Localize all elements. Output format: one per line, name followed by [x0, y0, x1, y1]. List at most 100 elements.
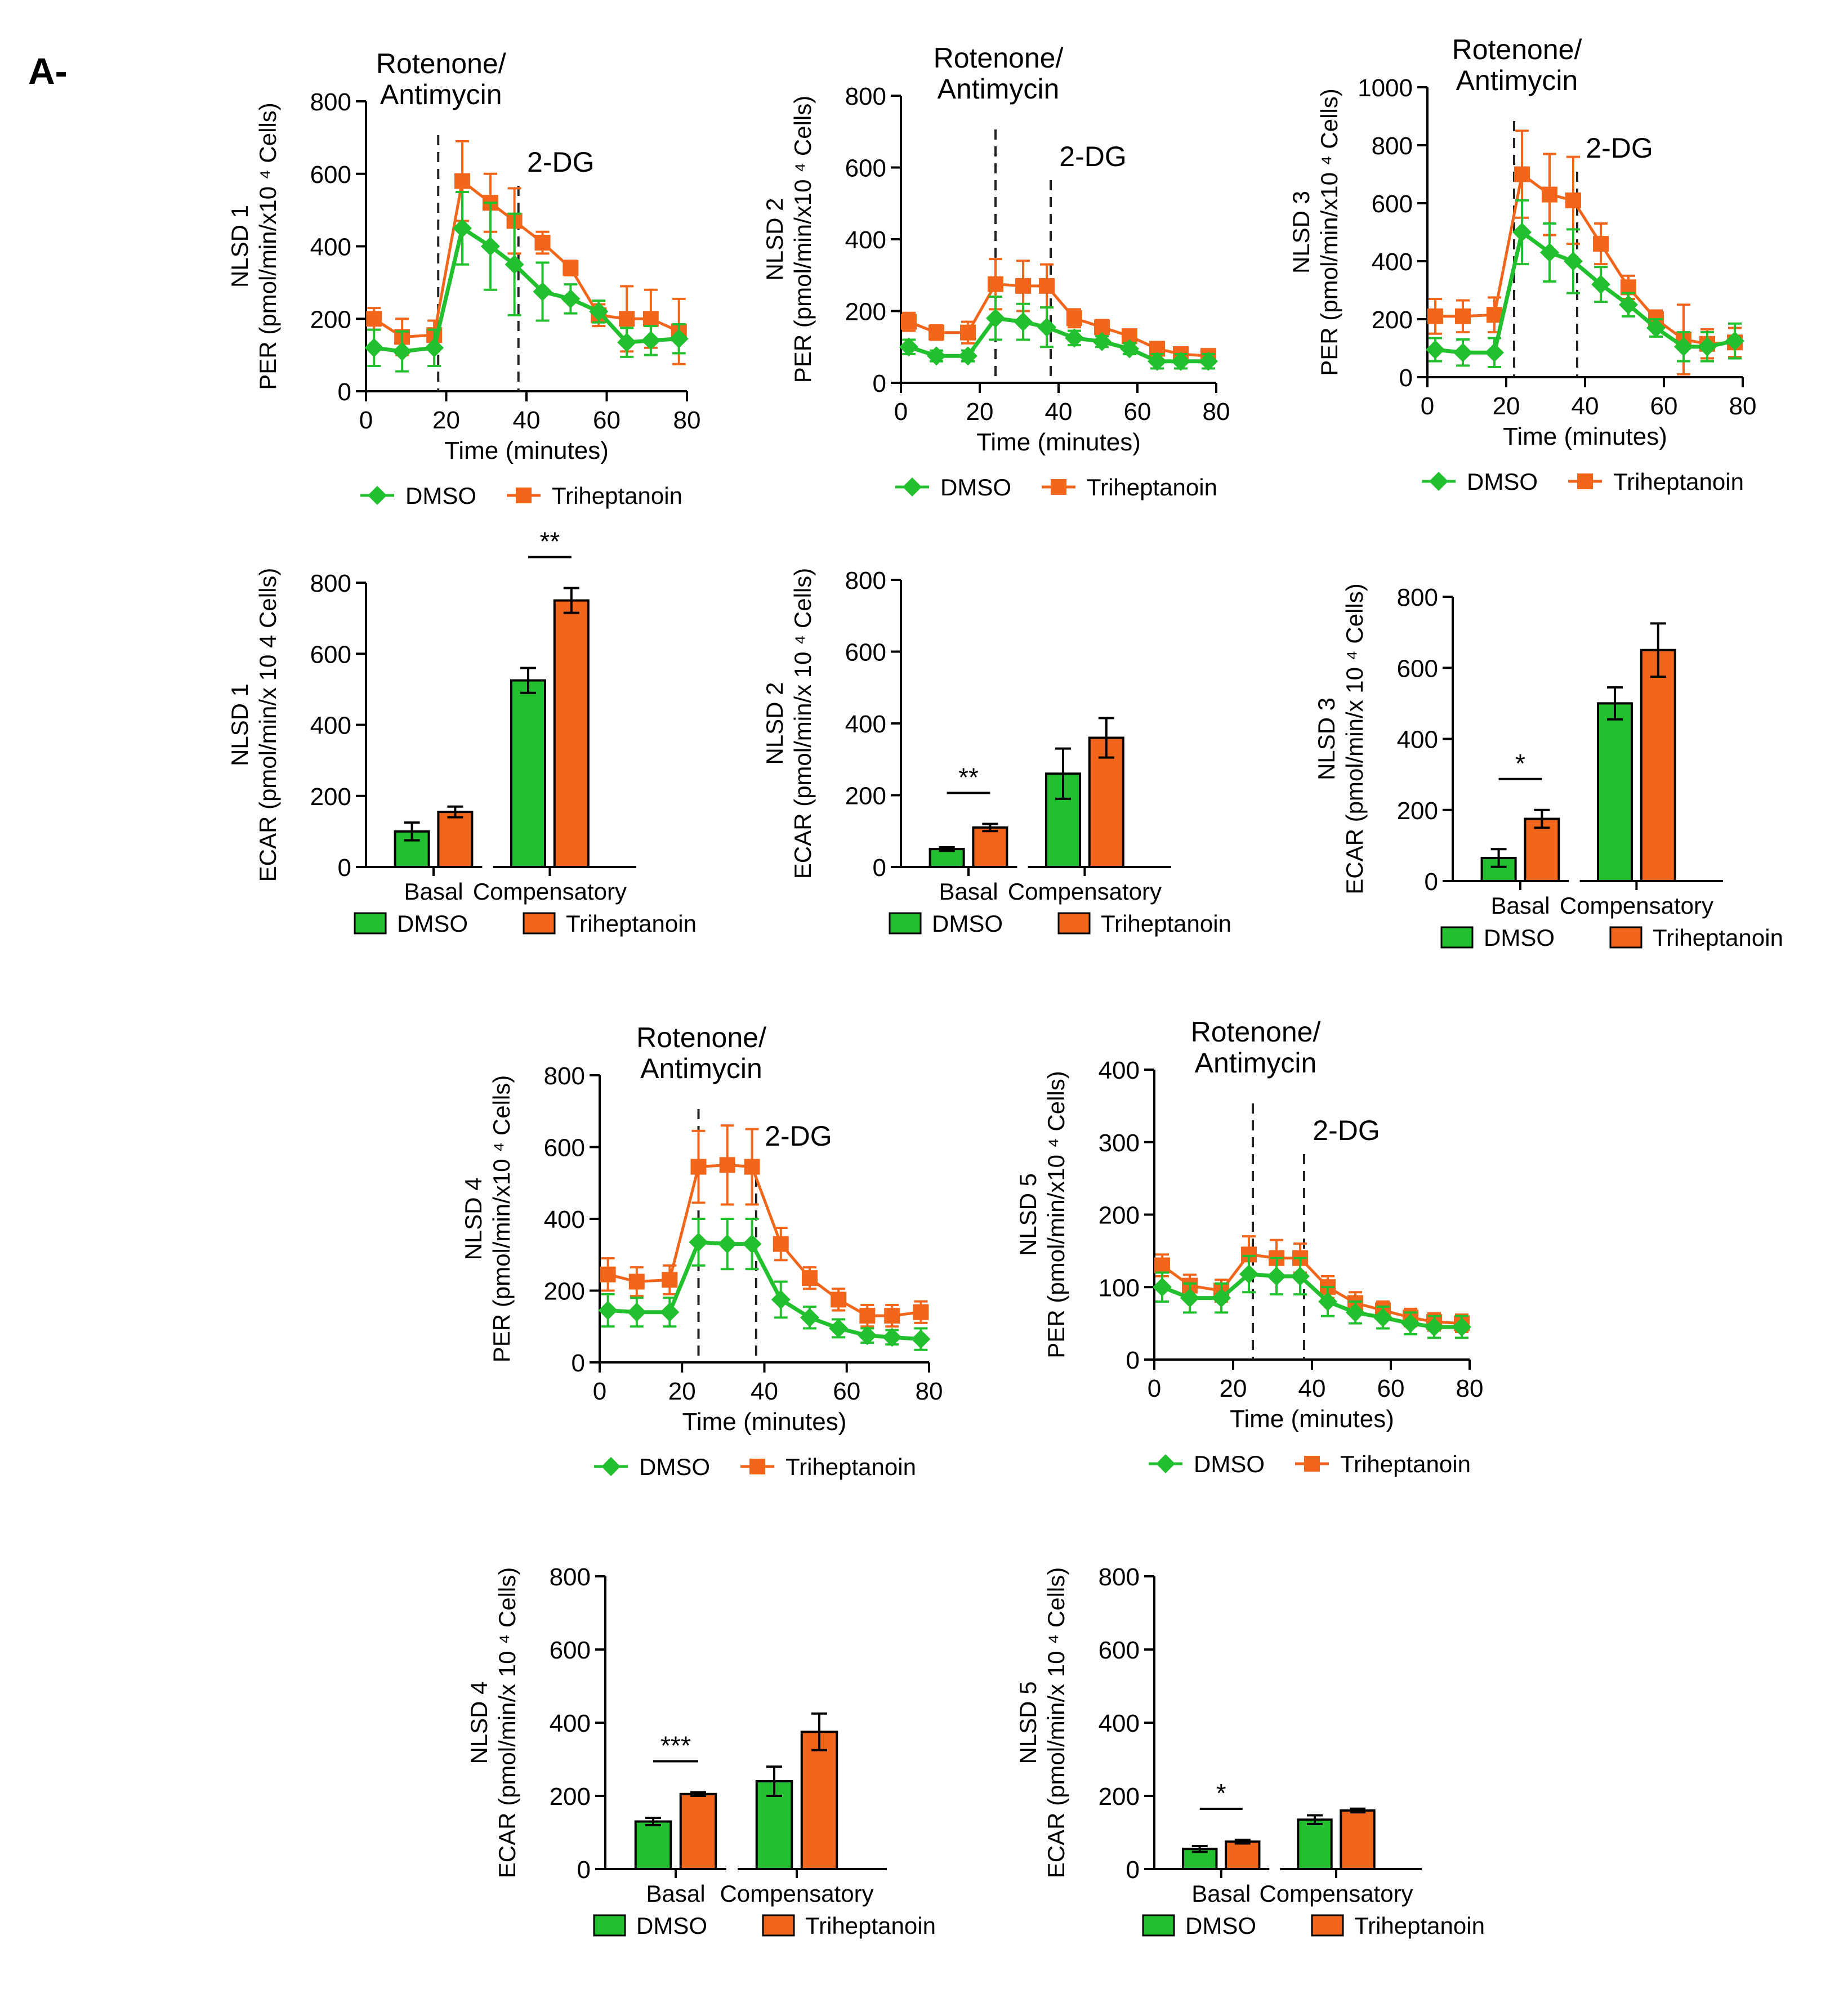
legend-swatch-dmso: [1440, 926, 1474, 949]
y-tick-label: 800: [1372, 132, 1413, 160]
data-point: [1239, 1264, 1258, 1284]
data-point: [958, 346, 977, 366]
data-point: [801, 1270, 818, 1286]
bar-triheptanoin: [437, 811, 474, 868]
y-tick-label: 800: [1099, 1563, 1140, 1591]
data-point: [901, 314, 917, 330]
y-tick-label: 400: [1372, 248, 1413, 276]
y-tick-label: 400: [1099, 1057, 1140, 1084]
data-point: [392, 342, 412, 361]
x-tick-label: 80: [916, 1378, 943, 1405]
category-label: Basal: [1490, 892, 1550, 919]
y-tick-label: 400: [310, 234, 351, 261]
bar-triheptanoin: [972, 826, 1008, 868]
legend-swatch-dmso: [889, 912, 922, 935]
data-point: [1037, 318, 1056, 337]
y-tick-label: 0: [577, 1856, 591, 1884]
legend-label-triheptanoin: Triheptanoin: [1653, 924, 1783, 951]
x-tick-label: 20: [1220, 1375, 1247, 1402]
chart-ecar-nlsd3: 0 200 400 600 800 NLSD 3 ECAR (pmol/min/x 10 ⁴…: [1313, 583, 1783, 951]
data-point: [1148, 351, 1167, 371]
data-point: [1180, 1288, 1199, 1308]
x-tick-label: 80: [1729, 392, 1757, 420]
data-point: [1318, 1292, 1337, 1311]
x-axis-label: Time (minutes): [682, 1408, 847, 1436]
legend-label-dmso: DMSO: [932, 910, 1003, 937]
data-point: [913, 1304, 929, 1320]
injection-label-antimycin: Antimycin: [938, 73, 1060, 105]
y-axis-label: ECAR (pmol/min/x 10 ⁴ Cells): [1043, 1567, 1069, 1879]
data-point: [1452, 1317, 1471, 1337]
legend-label-triheptanoin: Triheptanoin: [1340, 1451, 1471, 1477]
category-label: Compensatory: [1560, 892, 1713, 919]
data-point: [1015, 278, 1031, 294]
series-triheptanoin: [901, 258, 1216, 364]
data-point: [1565, 192, 1581, 208]
y-tick-label: 200: [310, 783, 351, 811]
series-line: [608, 1163, 921, 1317]
x-tick-label: 60: [593, 406, 621, 434]
legend-label-dmso: DMSO: [1484, 924, 1555, 951]
legend-label-triheptanoin: Triheptanoin: [1087, 474, 1217, 500]
data-point: [1291, 1266, 1310, 1286]
x-tick-label: 40: [751, 1378, 778, 1405]
data-point: [1542, 186, 1557, 203]
data-point: [986, 309, 1005, 328]
x-axis-label: Time (minutes): [444, 437, 609, 464]
legend: DMSO Triheptanoin: [1422, 468, 1744, 495]
data-point: [660, 1302, 680, 1322]
legend-label-triheptanoin: Triheptanoin: [1101, 910, 1231, 937]
data-point: [627, 1302, 646, 1322]
legend-marker-dmso: [601, 1457, 621, 1476]
data-point: [669, 329, 689, 348]
x-tick-label: 80: [673, 406, 701, 434]
y-tick-label: 200: [845, 783, 886, 810]
significance-label: **: [539, 526, 560, 556]
injection-label-antimycin: Antimycin: [1456, 65, 1578, 96]
y-tick-label: 0: [873, 370, 886, 397]
data-point: [742, 1234, 762, 1254]
series-dmso: [598, 1218, 931, 1351]
x-tick-label: 80: [1203, 398, 1230, 426]
data-point: [1540, 243, 1559, 262]
y-tick-label: 600: [845, 639, 886, 667]
legend-marker-dmso: [368, 486, 387, 505]
data-point: [366, 311, 382, 327]
data-point: [988, 276, 1003, 292]
data-point: [911, 1329, 931, 1349]
data-point: [773, 1236, 789, 1252]
data-point: [598, 1300, 618, 1320]
y-tick-label: 1000: [1358, 74, 1413, 102]
legend-label-triheptanoin: Triheptanoin: [1613, 468, 1744, 495]
y-tick-label: 400: [550, 1710, 591, 1737]
legend-marker-dmso: [1156, 1454, 1175, 1473]
x-tick-label: 40: [1298, 1375, 1326, 1402]
data-point: [589, 302, 609, 321]
y-tick-label: 100: [1099, 1274, 1140, 1302]
legend: DMSO Triheptanoin: [1440, 924, 1783, 951]
data-point: [1619, 295, 1638, 315]
injection-label-antimycin: Antimycin: [380, 79, 502, 110]
data-point: [1487, 307, 1502, 323]
legend-marker-dmso: [903, 477, 922, 497]
y-tick-label: 600: [1372, 190, 1413, 218]
legend-label-triheptanoin: Triheptanoin: [805, 1912, 936, 1939]
injection-label-antimycin: Antimycin: [1195, 1047, 1317, 1079]
x-tick-label: 60: [1124, 398, 1151, 426]
x-axis-label: Time (minutes): [1503, 423, 1667, 450]
y-tick-label: 600: [845, 155, 886, 182]
category-label: Compensatory: [1008, 878, 1162, 905]
x-tick-label: 60: [833, 1378, 860, 1405]
x-tick-label: 40: [513, 406, 541, 434]
legend-label-dmso: DMSO: [1185, 1912, 1256, 1939]
y-tick-label: 0: [338, 854, 351, 882]
data-point: [534, 235, 551, 251]
y-axis-label: PER (pmol/min/x10 ⁴ Cells): [1043, 1071, 1069, 1358]
legend-swatch-triheptanoin: [762, 1914, 795, 1937]
y-tick-label: 400: [544, 1206, 585, 1233]
legend-marker-triheptanoin: [749, 1459, 765, 1474]
injection-label-2dg: 2-DG: [1059, 141, 1126, 172]
injection-label-2dg: 2-DG: [1313, 1115, 1380, 1146]
legend-swatch-triheptanoin: [1057, 912, 1091, 935]
